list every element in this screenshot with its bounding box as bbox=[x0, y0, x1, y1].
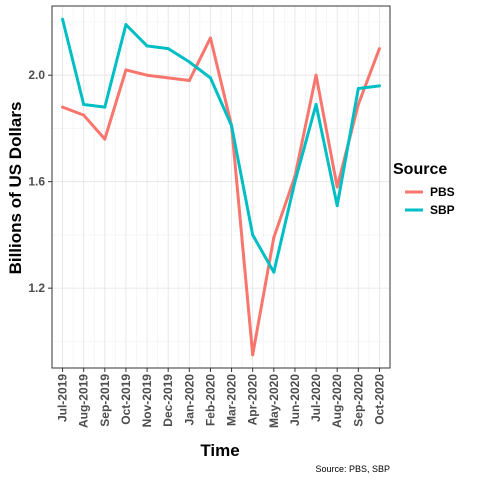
legend-label-pbs: PBS bbox=[430, 185, 455, 199]
data-point-sbp bbox=[377, 84, 381, 88]
caption: Source: PBS, SBP bbox=[315, 464, 390, 474]
data-point-pbs bbox=[145, 73, 149, 77]
data-point-sbp bbox=[124, 23, 128, 27]
data-point-sbp bbox=[61, 17, 65, 21]
data-point-pbs bbox=[335, 185, 339, 189]
series-lines bbox=[61, 17, 381, 357]
data-point-sbp bbox=[356, 87, 360, 91]
x-axis: Jul-2019 Aug-2019 Sep-2019 Oct-2019 Nov-2019… bbox=[56, 368, 386, 428]
x-tick-label: Jan-2020 bbox=[182, 374, 196, 426]
x-tick-label: Jul-2020 bbox=[309, 374, 323, 422]
x-tick-label: Oct-2020 bbox=[372, 374, 386, 425]
x-tick-label: Jul-2019 bbox=[56, 374, 70, 422]
data-point-pbs bbox=[187, 79, 191, 83]
legend-title: Source bbox=[393, 161, 447, 178]
data-point-sbp bbox=[293, 180, 297, 184]
data-point-pbs bbox=[61, 105, 65, 109]
x-tick-label: Aug-2020 bbox=[330, 374, 344, 428]
series-line-sbp bbox=[61, 18, 380, 274]
data-point-sbp bbox=[166, 47, 170, 51]
x-tick-label: Mar-2020 bbox=[225, 374, 239, 426]
x-tick-label: May-2020 bbox=[267, 374, 281, 428]
data-point-sbp bbox=[314, 102, 318, 106]
data-point-pbs bbox=[356, 102, 360, 106]
y-tick-label: 1.6 bbox=[28, 175, 45, 189]
x-tick-label: Aug-2019 bbox=[77, 374, 91, 428]
data-point-sbp bbox=[145, 44, 149, 48]
x-tick-label: Sep-2019 bbox=[98, 374, 112, 427]
data-point-pbs bbox=[124, 68, 128, 72]
data-point-sbp bbox=[103, 105, 107, 109]
data-point-sbp bbox=[272, 270, 276, 274]
x-tick-label: Dec-2019 bbox=[161, 374, 175, 427]
data-point-pbs bbox=[251, 353, 255, 357]
data-point-pbs bbox=[82, 113, 86, 117]
x-tick-label: Jun-2020 bbox=[288, 374, 302, 426]
data-point-pbs bbox=[103, 137, 107, 141]
y-tick-label: 1.2 bbox=[28, 281, 45, 295]
x-tick-label: Oct-2019 bbox=[119, 374, 133, 425]
x-axis-title: Time bbox=[200, 441, 239, 460]
data-point-pbs bbox=[272, 236, 276, 240]
data-point-sbp bbox=[230, 124, 234, 128]
data-point-pbs bbox=[166, 76, 170, 80]
x-tick-label: Sep-2020 bbox=[351, 374, 365, 427]
y-axis: 1.2 1.6 2.0 bbox=[28, 68, 52, 295]
x-tick-label: Feb-2020 bbox=[203, 374, 217, 426]
legend-label-sbp: SBP bbox=[430, 203, 455, 217]
panel-border bbox=[51, 5, 391, 369]
data-point-sbp bbox=[187, 60, 191, 64]
data-point-sbp bbox=[335, 204, 339, 208]
data-point-sbp bbox=[208, 76, 212, 80]
y-tick-label: 2.0 bbox=[28, 68, 45, 82]
data-point-sbp bbox=[82, 102, 86, 106]
legend: Source PBS SBP bbox=[393, 161, 455, 217]
x-tick-label: Apr-2020 bbox=[246, 374, 260, 426]
legend-items: PBS SBP bbox=[405, 185, 455, 217]
data-point-pbs bbox=[314, 73, 318, 77]
x-tick-label: Nov-2019 bbox=[140, 374, 154, 428]
data-point-pbs bbox=[377, 47, 381, 51]
y-axis-title: Billions of US Dollars bbox=[6, 102, 25, 275]
data-point-pbs bbox=[208, 36, 212, 40]
series-line-pbs bbox=[62, 36, 381, 357]
data-point-sbp bbox=[251, 233, 255, 237]
